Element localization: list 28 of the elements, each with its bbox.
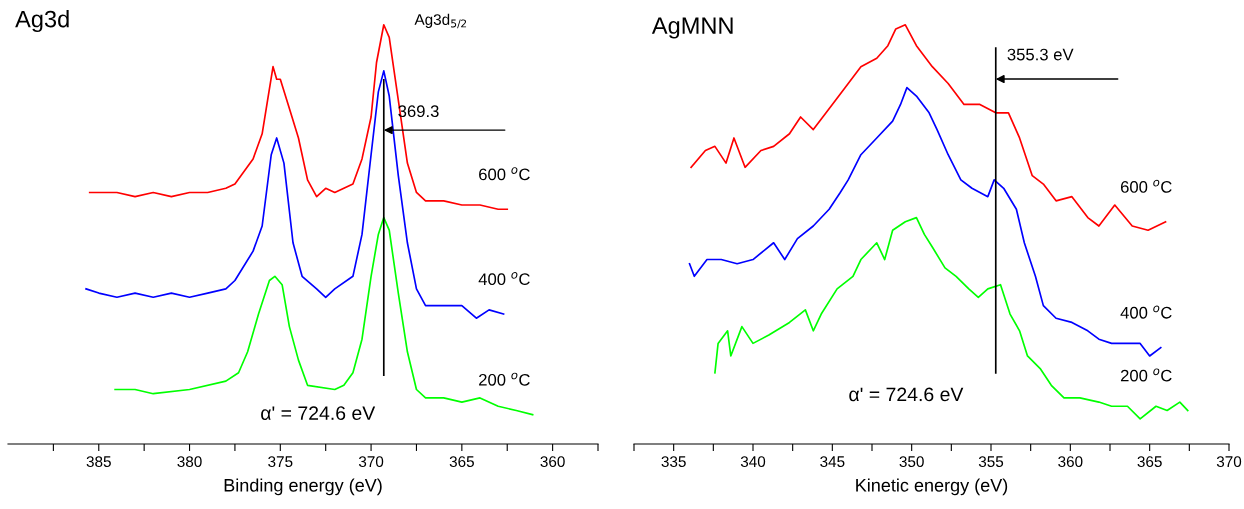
x-tick-label: 340 [740,456,766,468]
series-label: 200 $^{o}$C [1120,368,1172,382]
annotation: α' = 724.6 eV [261,406,376,421]
x-tick-label: 360 [1058,456,1083,468]
x-tick-label: 370 [1216,456,1242,468]
chart-title: Ag3d [15,10,69,33]
x-tick-label: 345 [820,456,845,468]
x-tick-label: 355 [978,456,1004,468]
annotation: α' = 724.6 eV [849,387,964,402]
x-tick-label: 335 [661,456,686,468]
series-label: 600 $^{o}$C [1120,179,1172,193]
series-label: 200 $^{o}$C [479,372,530,386]
series-label: 400 $^{o}$C [478,272,530,286]
x-tick-label: 380 [177,456,202,468]
annotation: Ag3d$_{5/2}$ [414,13,467,29]
x-axis-title: Binding energy (eV) [224,478,382,496]
series-label: 400 $^{o}$C [1120,305,1172,319]
x-tick-label: 350 [899,456,924,468]
x-axis-title: Kinetic energy (eV) [856,478,1008,496]
chart-title: AgMNN [651,17,733,39]
x-tick-label: 375 [268,456,293,468]
x-tick-label: 360 [540,456,565,468]
x-tick-label: 385 [86,456,111,468]
series-label: 600 $^{o}$C [479,167,530,181]
ref-line-label: 355.3 eV [1007,48,1074,61]
x-tick-label: 365 [1137,456,1162,468]
x-tick-label: 365 [449,456,474,468]
x-tick-label: 370 [358,456,384,468]
